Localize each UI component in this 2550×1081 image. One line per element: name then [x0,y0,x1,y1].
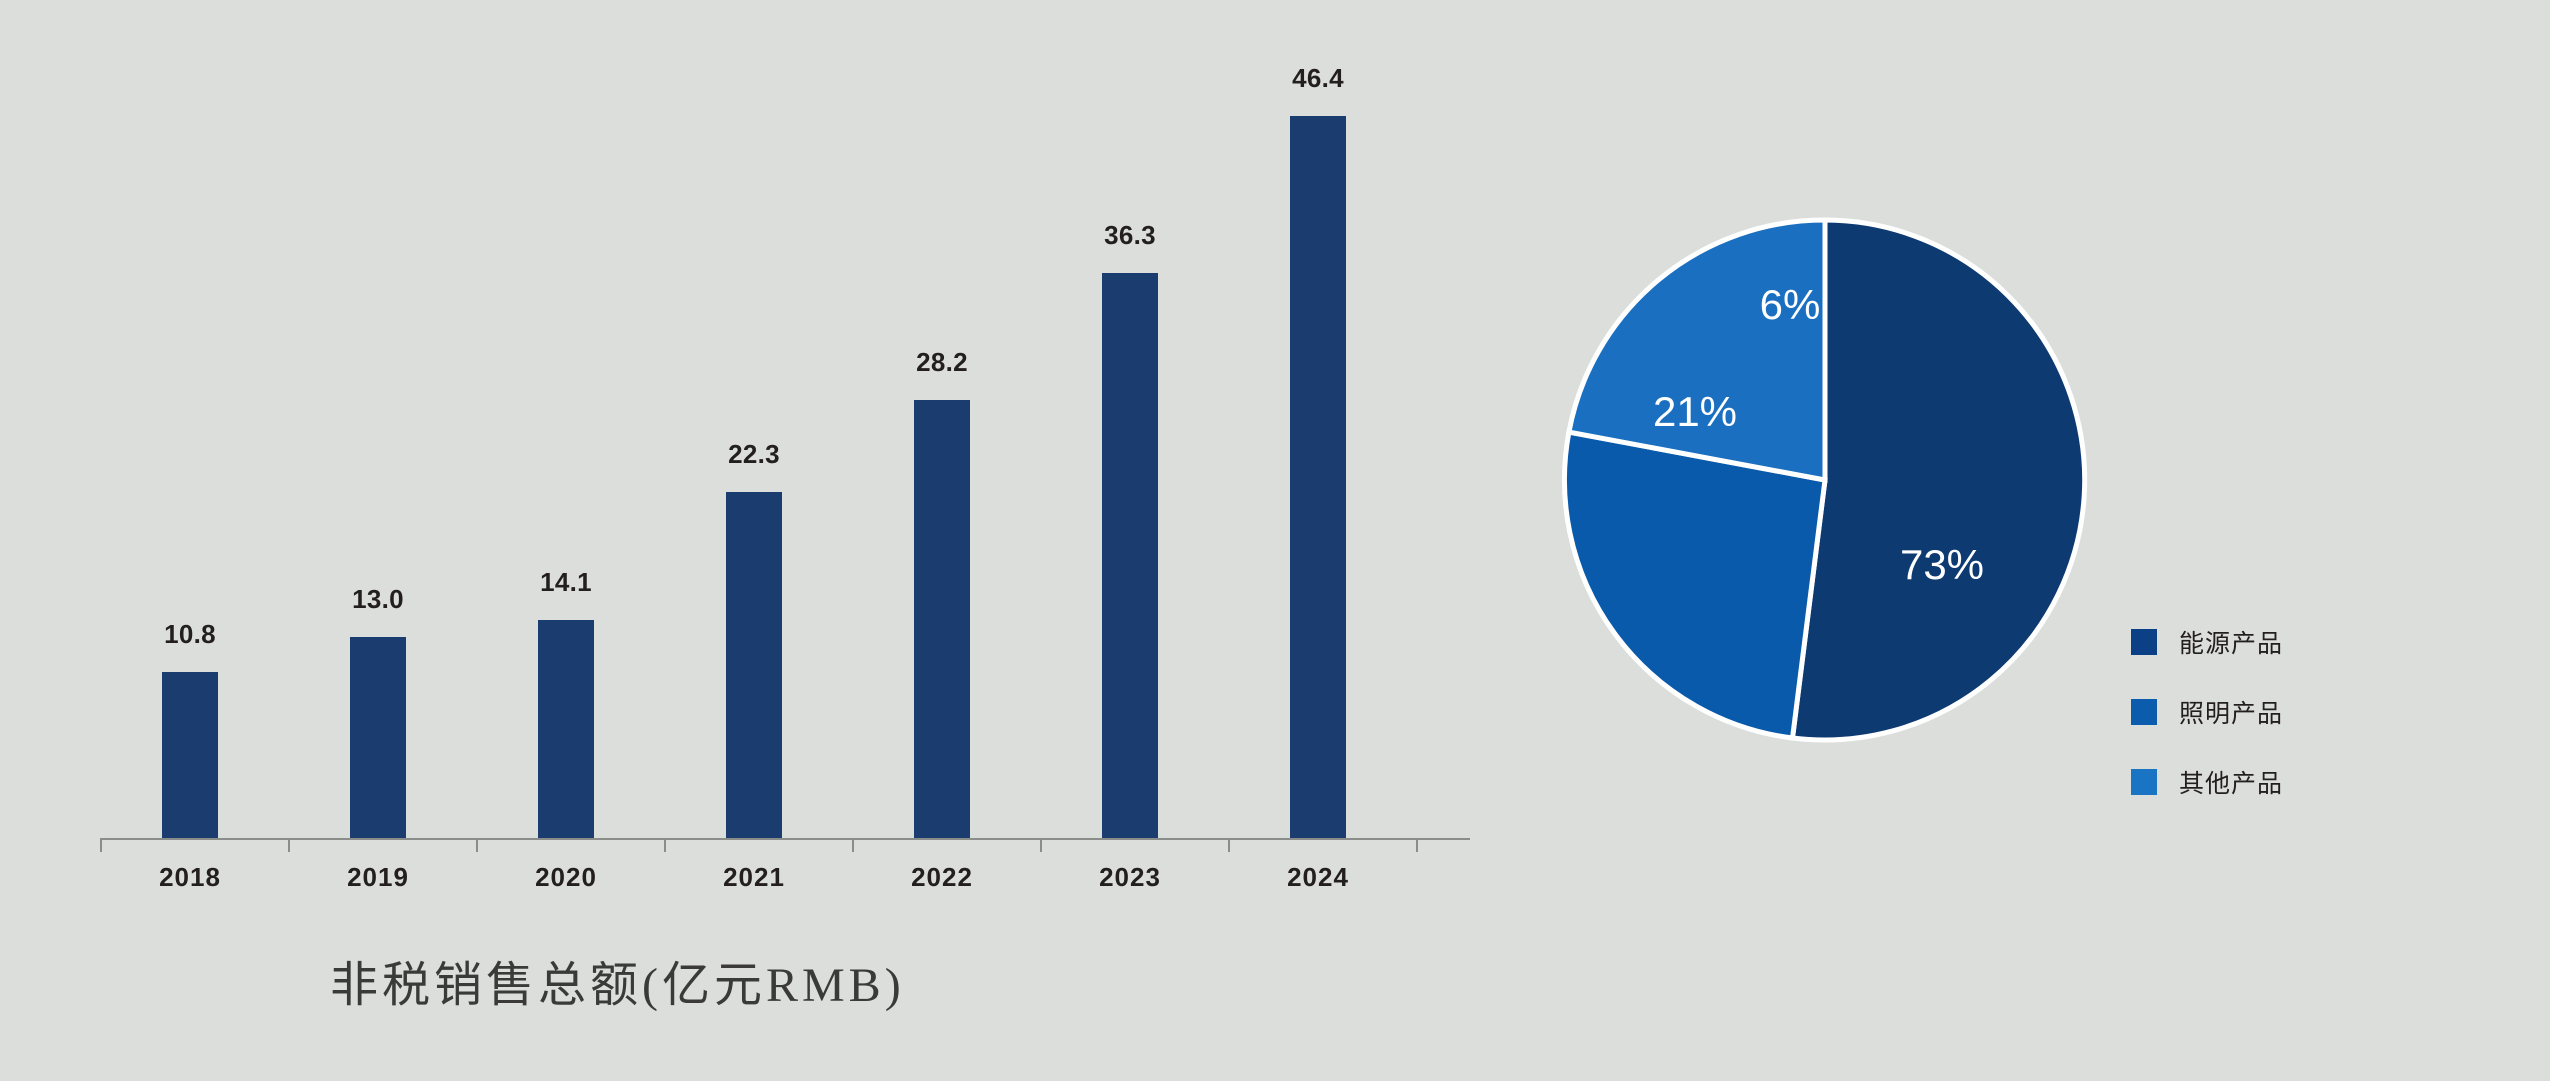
x-tick-label-2021: 2021 [723,862,785,892]
axis-tick [288,838,290,852]
x-tick-label-2020: 2020 [535,862,597,892]
bar-value-label: 22.3 [728,439,780,469]
bar-rect[interactable] [1102,273,1158,840]
legend-label: 其他产品 [2179,770,2284,798]
axis-tick [1416,838,1418,852]
pie-slice-lighting[interactable] [1562,429,1828,741]
pie-label-21: 21% [1653,388,1737,435]
axis-tick [476,838,478,852]
x-tick-label-2019: 2019 [347,862,409,892]
x-tick-label-2018: 2018 [159,862,221,892]
axis-tick [852,838,854,852]
legend-label: 照明产品 [2179,700,2284,728]
bar-group-2020: 14.1 [476,60,656,840]
bar-group-2024: 46.4 [1228,60,1408,840]
bar-group-2023: 36.3 [1040,60,1220,840]
bar-plot-area: 10.8 13.0 14.1 22.3 28.2 [100,60,1470,840]
bar-rect[interactable] [162,672,218,840]
bar-group-2021: 22.3 [664,60,844,840]
legend-label: 能源产品 [2179,630,2284,658]
bar-value-label: 46.4 [1292,63,1344,93]
pie-label-6: 6% [1760,281,1821,328]
axis-tick [664,838,666,852]
bar-value-label: 36.3 [1104,220,1156,250]
bar-value-label: 28.2 [916,347,968,377]
axis-tick [100,838,102,852]
bar-value-label: 14.1 [540,567,592,597]
bar-group-2018: 10.8 [100,60,280,840]
bar-rect[interactable] [914,400,970,840]
x-axis-line [100,838,1470,840]
pie-chart: 73% 21% 6% [1560,215,2090,745]
legend-swatch-icon [2131,699,2157,725]
legend-swatch-icon [2131,629,2157,655]
pie-slice-other[interactable] [1565,217,1828,484]
bar-rect[interactable] [350,637,406,840]
bar-rect[interactable] [538,620,594,840]
x-tick-label-2022: 2022 [911,862,973,892]
legend-swatch-icon [2131,769,2157,795]
pie-legend: 能源产品 照明产品 其他产品 [2131,607,2461,817]
bar-group-2022: 28.2 [852,60,1032,840]
pie-svg: 73% 21% 6% [1562,217,2088,743]
pie-label-73: 73% [1900,541,1984,588]
x-tick-label-2024: 2024 [1287,862,1349,892]
x-tick-label-2023: 2023 [1099,862,1161,892]
legend-item-lighting[interactable]: 照明产品 [2131,677,2461,747]
axis-tick [1040,838,1042,852]
bar-rect[interactable] [1290,116,1346,840]
legend-item-other[interactable]: 其他产品 [2131,747,2461,817]
legend-item-energy[interactable]: 能源产品 [2131,607,2461,677]
bar-chart-title: 非税销售总额(亿元RMB) [330,959,905,1012]
bar-group-2019: 13.0 [288,60,468,840]
bar-rect[interactable] [726,492,782,840]
pie-slice-energy[interactable] [1789,217,2088,743]
axis-tick [1228,838,1230,852]
bar-chart: 10.8 13.0 14.1 22.3 28.2 [100,60,1470,1012]
bar-value-label: 10.8 [164,619,216,649]
bar-value-label: 13.0 [352,584,404,614]
